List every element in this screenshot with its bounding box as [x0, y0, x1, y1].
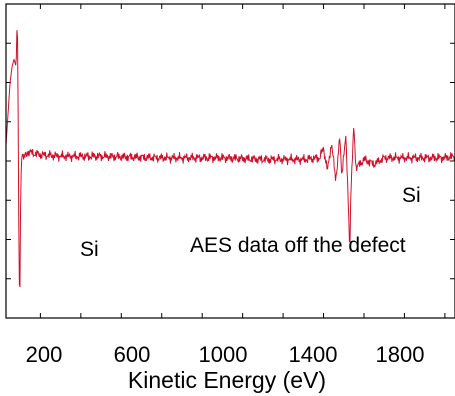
- annotation-si-right: Si: [402, 184, 421, 207]
- plot-frame: [5, 3, 455, 319]
- x-tick-label: 1400: [289, 342, 338, 367]
- axis-ticks: [6, 4, 455, 318]
- x-axis-title: Kinetic Energy (eV): [128, 367, 326, 393]
- annotation-si-left: Si: [80, 238, 99, 261]
- x-tick-label: 1800: [376, 342, 425, 367]
- x-tick-label: 200: [26, 342, 63, 367]
- x-tick-label: 1000: [199, 342, 248, 367]
- x-tick-label: 600: [114, 342, 151, 367]
- annotation-aes-off-defect: AES data off the defect: [190, 234, 406, 257]
- series-line-aes-spectrum: [5, 30, 455, 288]
